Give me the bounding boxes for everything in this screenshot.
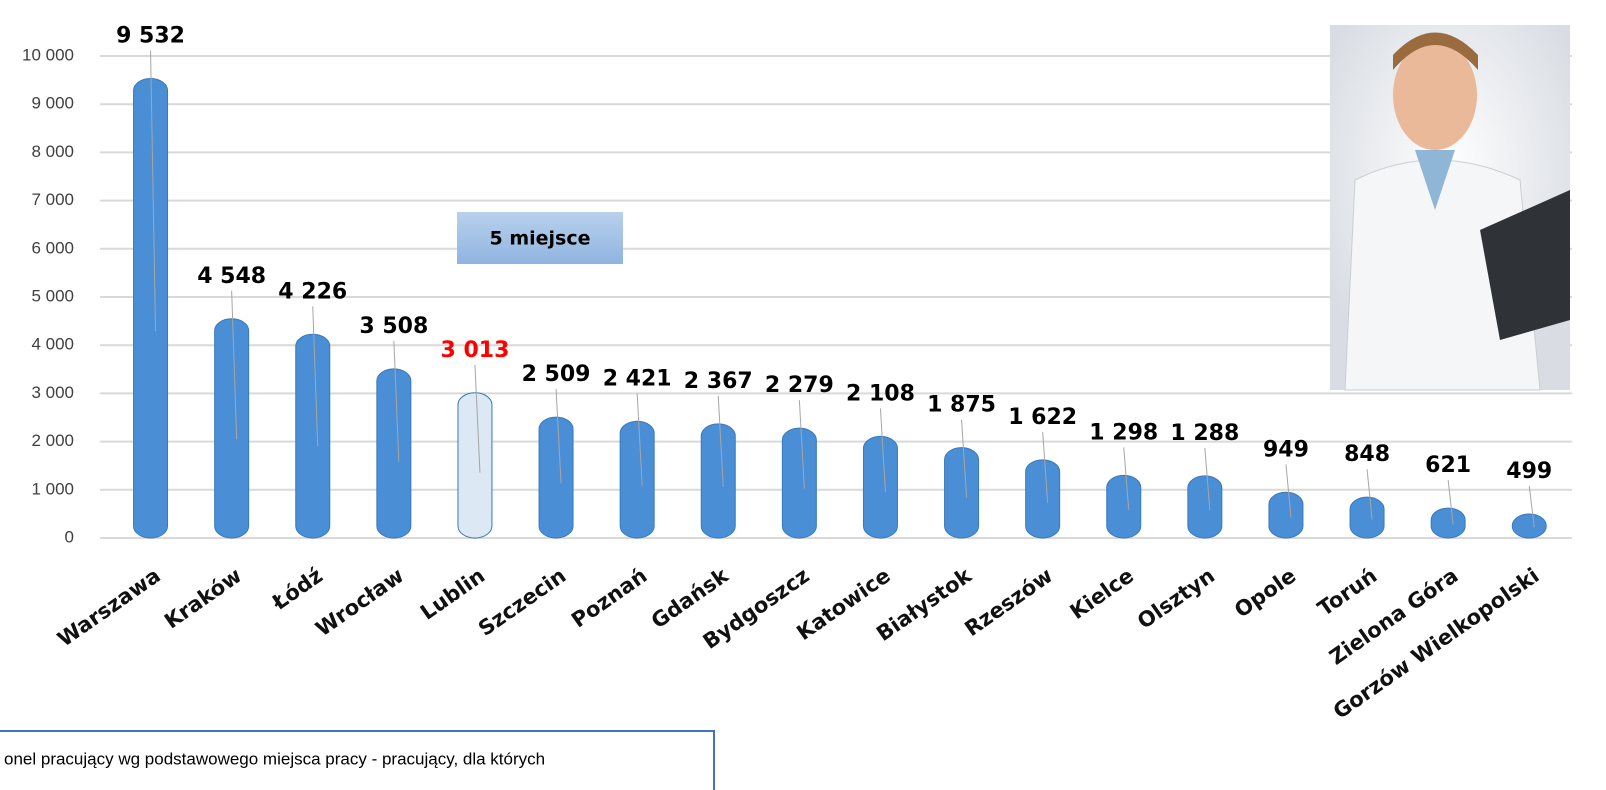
bar [376,368,412,539]
x-tick-label: Warszawa [53,563,165,651]
bar [1187,475,1223,539]
doctor-photo [1330,25,1570,391]
leader-line [1366,469,1373,520]
bar [1106,474,1142,539]
leader-line [150,50,157,332]
leader-line [555,389,562,484]
bar [862,435,898,539]
value-label: 4 548 [197,264,266,289]
footnote: onel pracujący wg podstawowego miejsca p… [4,749,545,768]
leader-line [879,408,886,493]
value-label: 1 288 [1170,421,1239,446]
leader-line [1204,447,1211,511]
y-tick-label: 1 000 [31,479,74,498]
bar [944,447,980,539]
x-tick-label: Lublin [416,563,489,624]
bar [781,427,817,539]
bar [619,420,655,539]
leader-line [961,419,968,498]
bar [295,333,331,539]
y-tick-label: 3 000 [31,383,74,402]
x-tick-label: Olsztyn [1133,563,1219,633]
leader-line [1447,480,1454,525]
footnote-box [0,730,715,790]
bar [1349,496,1385,539]
annotation-box [457,212,623,264]
x-tick-label: Opole [1230,563,1300,622]
bar [1511,513,1547,539]
leader-line [312,306,319,447]
value-label: 4 226 [278,279,347,304]
leader-line [474,364,481,473]
bar [1268,491,1304,539]
y-tick-label: 4 000 [31,335,74,354]
value-label: 2 421 [603,366,672,391]
bar [457,392,493,539]
value-label: 3 508 [359,314,428,339]
leader-line [231,290,238,440]
bar [214,318,250,539]
leader-line [1285,464,1292,518]
leader-line [1528,485,1535,528]
x-tick-label: Poznań [567,563,651,632]
leader-line [393,340,400,462]
y-tick-label: 9 000 [31,94,74,113]
value-label: 3 013 [441,338,510,363]
value-label: 1 298 [1089,420,1158,445]
x-tick-label: Wrocław [311,563,408,641]
leader-line [636,393,643,486]
value-label: 949 [1263,437,1309,462]
x-tick-label: Łódź [267,563,327,615]
y-tick-label: 0 [65,527,74,546]
bar [700,423,736,539]
value-label: 1 622 [1008,405,1077,430]
value-label: 848 [1344,442,1390,467]
bar [1430,507,1466,539]
y-tick-label: 6 000 [31,238,74,257]
value-label: 2 509 [522,362,591,387]
leader-line [717,395,724,487]
y-tick-label: 8 000 [31,142,74,161]
x-tick-label: Toruń [1313,563,1381,621]
annotation: 5 miejsce [489,228,590,250]
bar [1025,459,1061,539]
value-label: 2 279 [765,373,834,398]
value-label: 9 532 [116,24,185,49]
y-tick-label: 5 000 [31,286,74,305]
y-tick-label: 7 000 [31,190,74,209]
x-tick-label: Rzeszów [960,563,1057,641]
leader-line [1123,447,1130,510]
value-label: 499 [1506,459,1552,484]
y-tick-label: 10 000 [22,45,74,64]
y-tick-label: 2 000 [31,431,74,450]
bar [538,416,574,539]
x-tick-label: Kraków [160,563,246,633]
leader-line [798,400,805,489]
value-label: 621 [1425,453,1471,478]
value-label: 2 108 [846,381,915,406]
x-tick-label: Kielce [1066,563,1138,624]
value-label: 2 367 [684,369,753,394]
value-label: 1 875 [927,393,996,418]
x-tick-label: Szczecin [474,563,570,641]
bar [133,78,169,539]
leader-line [1042,431,1049,503]
